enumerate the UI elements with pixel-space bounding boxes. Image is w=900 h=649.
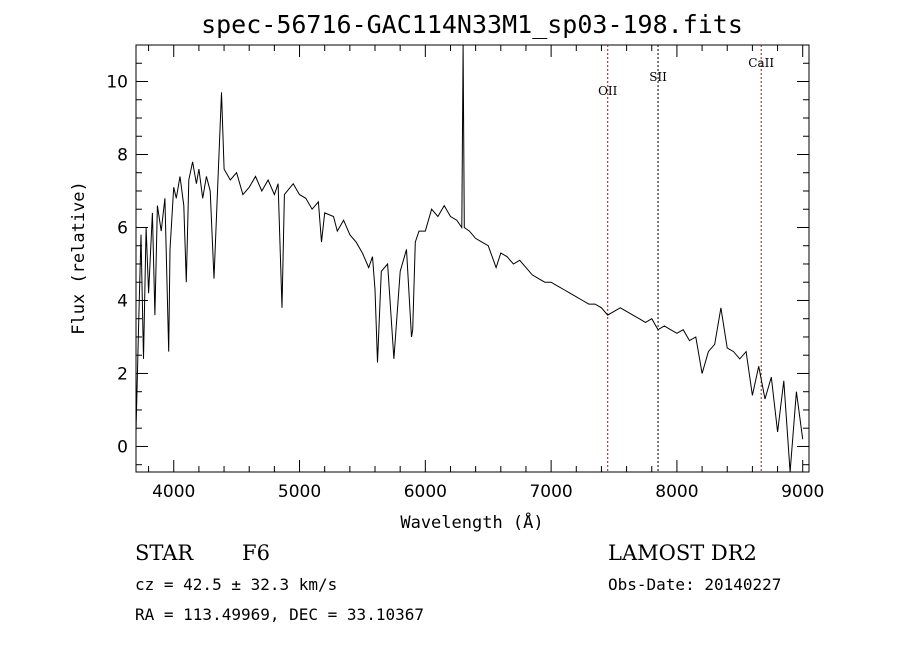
spectral-line-label: CaII [748, 56, 774, 70]
y-tick-label: 10 [106, 72, 128, 92]
y-tick-label: 4 [117, 291, 128, 311]
spectral-lines: OII SII CaII [598, 45, 774, 472]
y-axis-label: Flux (relative) [69, 181, 89, 335]
y-tick-label: 8 [117, 145, 128, 165]
observation-date: Obs-Date: 20140227 [608, 575, 781, 594]
x-tick-label: 5000 [278, 482, 321, 502]
x-tick-label: 4000 [152, 482, 195, 502]
x-tick-label: 9000 [781, 482, 824, 502]
spectral-line-label: OII [598, 84, 618, 98]
survey-name: LAMOST DR2 [608, 541, 757, 565]
x-tick-label: 8000 [655, 482, 698, 502]
axis-ticks: 4000 5000 6000 7000 8000 9000 0 2 4 6 8 10 [106, 44, 824, 502]
y-tick-label: 6 [117, 218, 128, 238]
object-class: STAR [135, 541, 194, 565]
spectral-line-label: SII [649, 70, 667, 84]
spectrum-line [135, 44, 804, 473]
spectrum-series [135, 44, 804, 473]
plot-frame [135, 44, 810, 473]
chart-title: spec-56716-GAC114N33M1_sp03-198.fits [201, 10, 743, 39]
subclass: F6 [242, 541, 270, 565]
x-axis-label: Wavelength (Å) [400, 511, 543, 533]
y-tick-label: 0 [117, 437, 128, 457]
redshift-velocity: cz = 42.5 ± 32.3 km/s [135, 575, 337, 594]
x-tick-label: 7000 [529, 482, 572, 502]
x-tick-label: 6000 [404, 482, 447, 502]
y-tick-label: 2 [117, 364, 128, 384]
coordinates: RA = 113.49969, DEC = 33.10367 [135, 605, 424, 624]
